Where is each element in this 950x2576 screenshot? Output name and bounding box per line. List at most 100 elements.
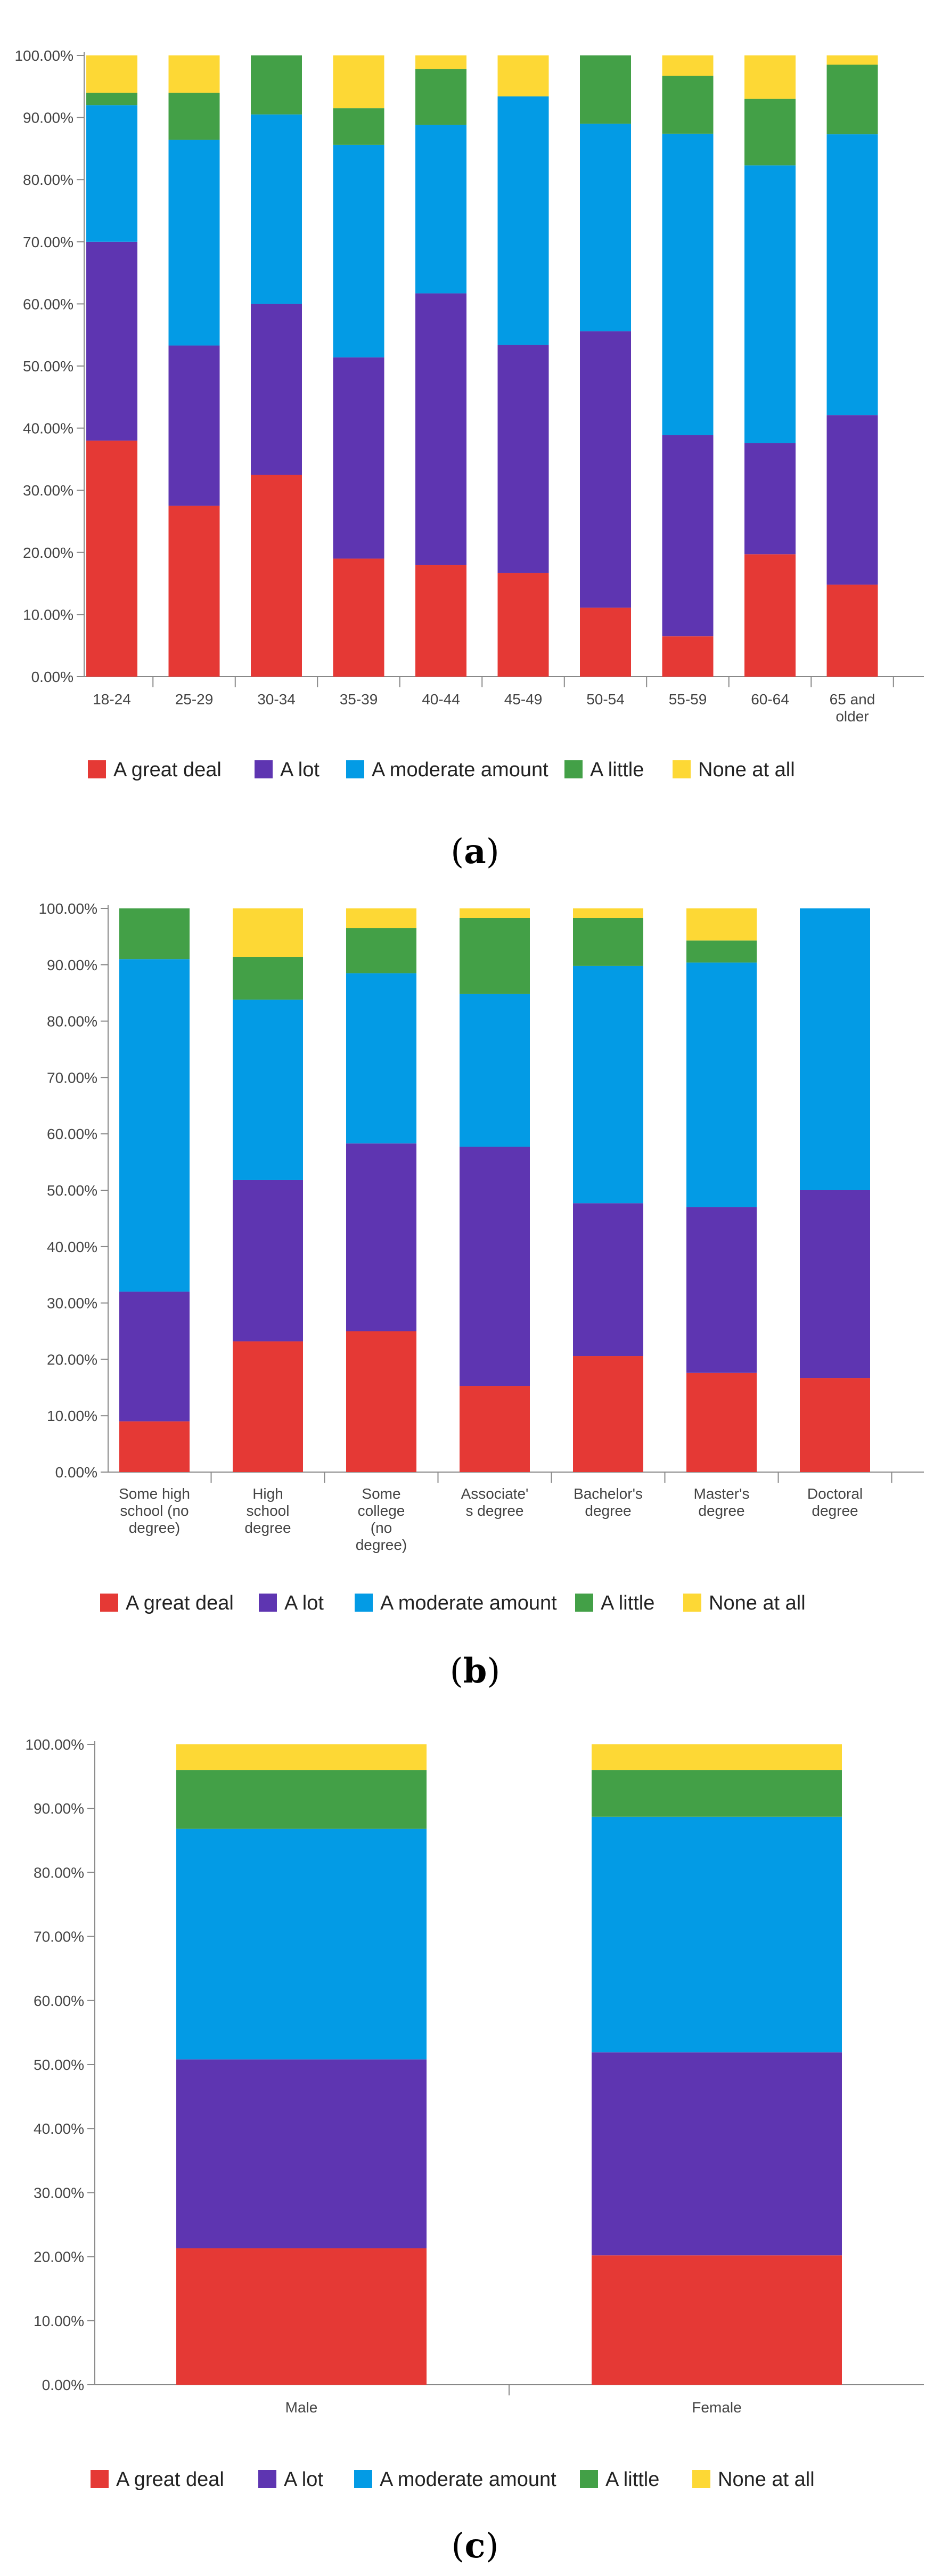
legend-swatch-none-at-all [673, 760, 691, 778]
legend-label-none-at-all: None at all [709, 1592, 806, 1614]
y-tick-label: 80.00% [23, 172, 73, 188]
legend-swatch-a-great-deal [91, 2470, 109, 2488]
bar-a-moderate-amount-associate-s-degree [460, 994, 530, 1147]
bar-a-little-60-64 [744, 99, 796, 166]
bar-a-lot-high-school-degree [233, 1180, 303, 1342]
bar-a-moderate-amount-male [176, 1829, 427, 2060]
bar-none-at-all-associate-s-degree [460, 908, 530, 918]
x-tick-label-line: degree [244, 1519, 291, 1536]
bar-a-moderate-amount-bachelor-s-degree [573, 965, 643, 1204]
bar-a-lot-doctoral-degree [800, 1190, 870, 1378]
bar-a-moderate-amount-55-59 [662, 133, 714, 435]
bar-a-great-deal-50-54 [580, 607, 631, 677]
bar-a-great-deal-40-44 [415, 565, 466, 677]
caption-close-paren: ) [485, 2526, 498, 2566]
y-tick-label: 60.00% [47, 1126, 97, 1142]
bar-a-moderate-amount-65-and-older [826, 134, 878, 416]
bar-a-moderate-amount-40-44 [415, 125, 466, 294]
x-tick-label-line: (no [371, 1519, 392, 1536]
bar-a-little-associate-s-degree [460, 917, 530, 994]
bar-a-lot-master-s-degree [686, 1207, 757, 1373]
bar-none-at-all-female [592, 1744, 842, 1770]
bar-a-moderate-amount-some-college-no-degree [346, 973, 416, 1144]
x-tick-label: 30-34 [257, 691, 296, 708]
y-tick-label: 20.00% [47, 1351, 97, 1368]
x-tick-label: 50-54 [586, 691, 625, 708]
x-tick-label-line: degree [812, 1502, 858, 1519]
x-tick-label-line: Some high [119, 1485, 190, 1502]
legend-swatch-a-lot [258, 2470, 276, 2488]
y-tick-label: 100.00% [38, 900, 97, 917]
y-tick-label: 80.00% [47, 1013, 97, 1030]
bar-a-moderate-amount-master-s-degree [686, 962, 757, 1207]
bar-a-moderate-amount-30-34 [251, 114, 302, 304]
bar-a-great-deal-master-s-degree [686, 1372, 757, 1472]
x-tick-label-line: Doctoral [807, 1485, 863, 1502]
bar-a-little-25-29 [168, 92, 220, 140]
bar-none-at-all-60-64 [744, 55, 796, 99]
bar-a-lot-40-44 [415, 293, 466, 565]
legend-label-a-moderate-amount: A moderate amount [380, 2468, 556, 2491]
bar-a-great-deal-60-64 [744, 554, 796, 677]
legend-swatch-a-moderate-amount [355, 1594, 373, 1612]
bar-a-great-deal-doctoral-degree [800, 1378, 870, 1472]
bar-a-moderate-amount-18-24 [86, 105, 137, 242]
legend-label-a-great-deal: A great deal [126, 1592, 234, 1614]
y-tick-label: 70.00% [47, 1069, 97, 1086]
y-tick-label: 60.00% [34, 1993, 84, 2009]
bar-a-moderate-amount-some-high-school-no-degree [119, 959, 190, 1292]
panel-caption: (b) [450, 1651, 501, 1691]
x-tick-label: 60-64 [751, 691, 789, 708]
bar-a-moderate-amount-female [592, 1816, 842, 2053]
chart-panel-b: 0.00% 10.00% 20.00% 30.00% 40.00% 50.00% 60.00… [38, 900, 924, 1691]
caption-letter: b [463, 1651, 487, 1691]
bar-a-great-deal-65-and-older [826, 584, 878, 677]
bar-a-little-55-59 [662, 76, 714, 134]
bar-a-little-50-54 [580, 55, 631, 124]
caption-close-paren: ) [487, 1652, 500, 1691]
caption-letter: a [464, 832, 486, 872]
bar-a-little-male [176, 1770, 427, 1829]
y-tick-label: 20.00% [23, 545, 73, 561]
x-tick-label-line: Some [362, 1485, 400, 1502]
x-tick-label-line: 45-49 [504, 691, 543, 708]
panel-caption: (a) [451, 832, 499, 872]
x-tick-label-line: s degree [466, 1502, 524, 1519]
x-tick-label: 25-29 [175, 691, 214, 708]
bar-a-lot-45-49 [497, 345, 549, 573]
x-tick-label-line: school [247, 1502, 290, 1519]
legend-swatch-a-great-deal [88, 760, 106, 778]
x-tick-label: 65 and older [830, 691, 875, 725]
legend-label-a-lot: A lot [280, 759, 320, 781]
bar-a-lot-associate-s-degree [460, 1147, 530, 1386]
caption-close-paren: ) [486, 832, 499, 872]
x-tick-label-line: 30-34 [257, 691, 296, 708]
bar-a-lot-18-24 [86, 241, 137, 441]
legend-label-none-at-all: None at all [698, 759, 795, 781]
y-tick-label: 100.00% [25, 1736, 84, 1753]
bar-a-moderate-amount-doctoral-degree [800, 908, 870, 1190]
bar-a-great-deal-bachelor-s-degree [573, 1356, 643, 1472]
y-tick-label: 90.00% [34, 1800, 84, 1817]
y-tick-label: 40.00% [47, 1239, 97, 1255]
bar-a-lot-female [592, 2052, 842, 2256]
y-tick-label: 20.00% [34, 2249, 84, 2265]
legend-swatch-a-little [564, 760, 583, 778]
legend-swatch-none-at-all [683, 1594, 701, 1612]
y-tick-label: 70.00% [23, 234, 73, 250]
bar-a-moderate-amount-high-school-degree [233, 999, 303, 1180]
caption-open-paren: ( [450, 1652, 463, 1691]
x-tick-label: Some high school (no degree) [119, 1485, 190, 1536]
legend-label-none-at-all: None at all [718, 2468, 815, 2491]
legend-label-a-little: A little [590, 759, 644, 781]
y-tick-label: 60.00% [23, 296, 73, 312]
x-tick-label-line: degree [698, 1502, 744, 1519]
bar-none-at-all-high-school-degree [233, 908, 303, 957]
x-tick-label: Doctoral degree [807, 1485, 863, 1519]
x-tick-label: Female [692, 2399, 741, 2416]
x-tick-label: 55-59 [669, 691, 707, 708]
legend-swatch-a-lot [255, 760, 273, 778]
x-tick-label: Some college (no degree) [356, 1485, 407, 1553]
x-tick-label-line: 60-64 [751, 691, 789, 708]
x-tick-label-line: Bachelor's [574, 1485, 643, 1502]
